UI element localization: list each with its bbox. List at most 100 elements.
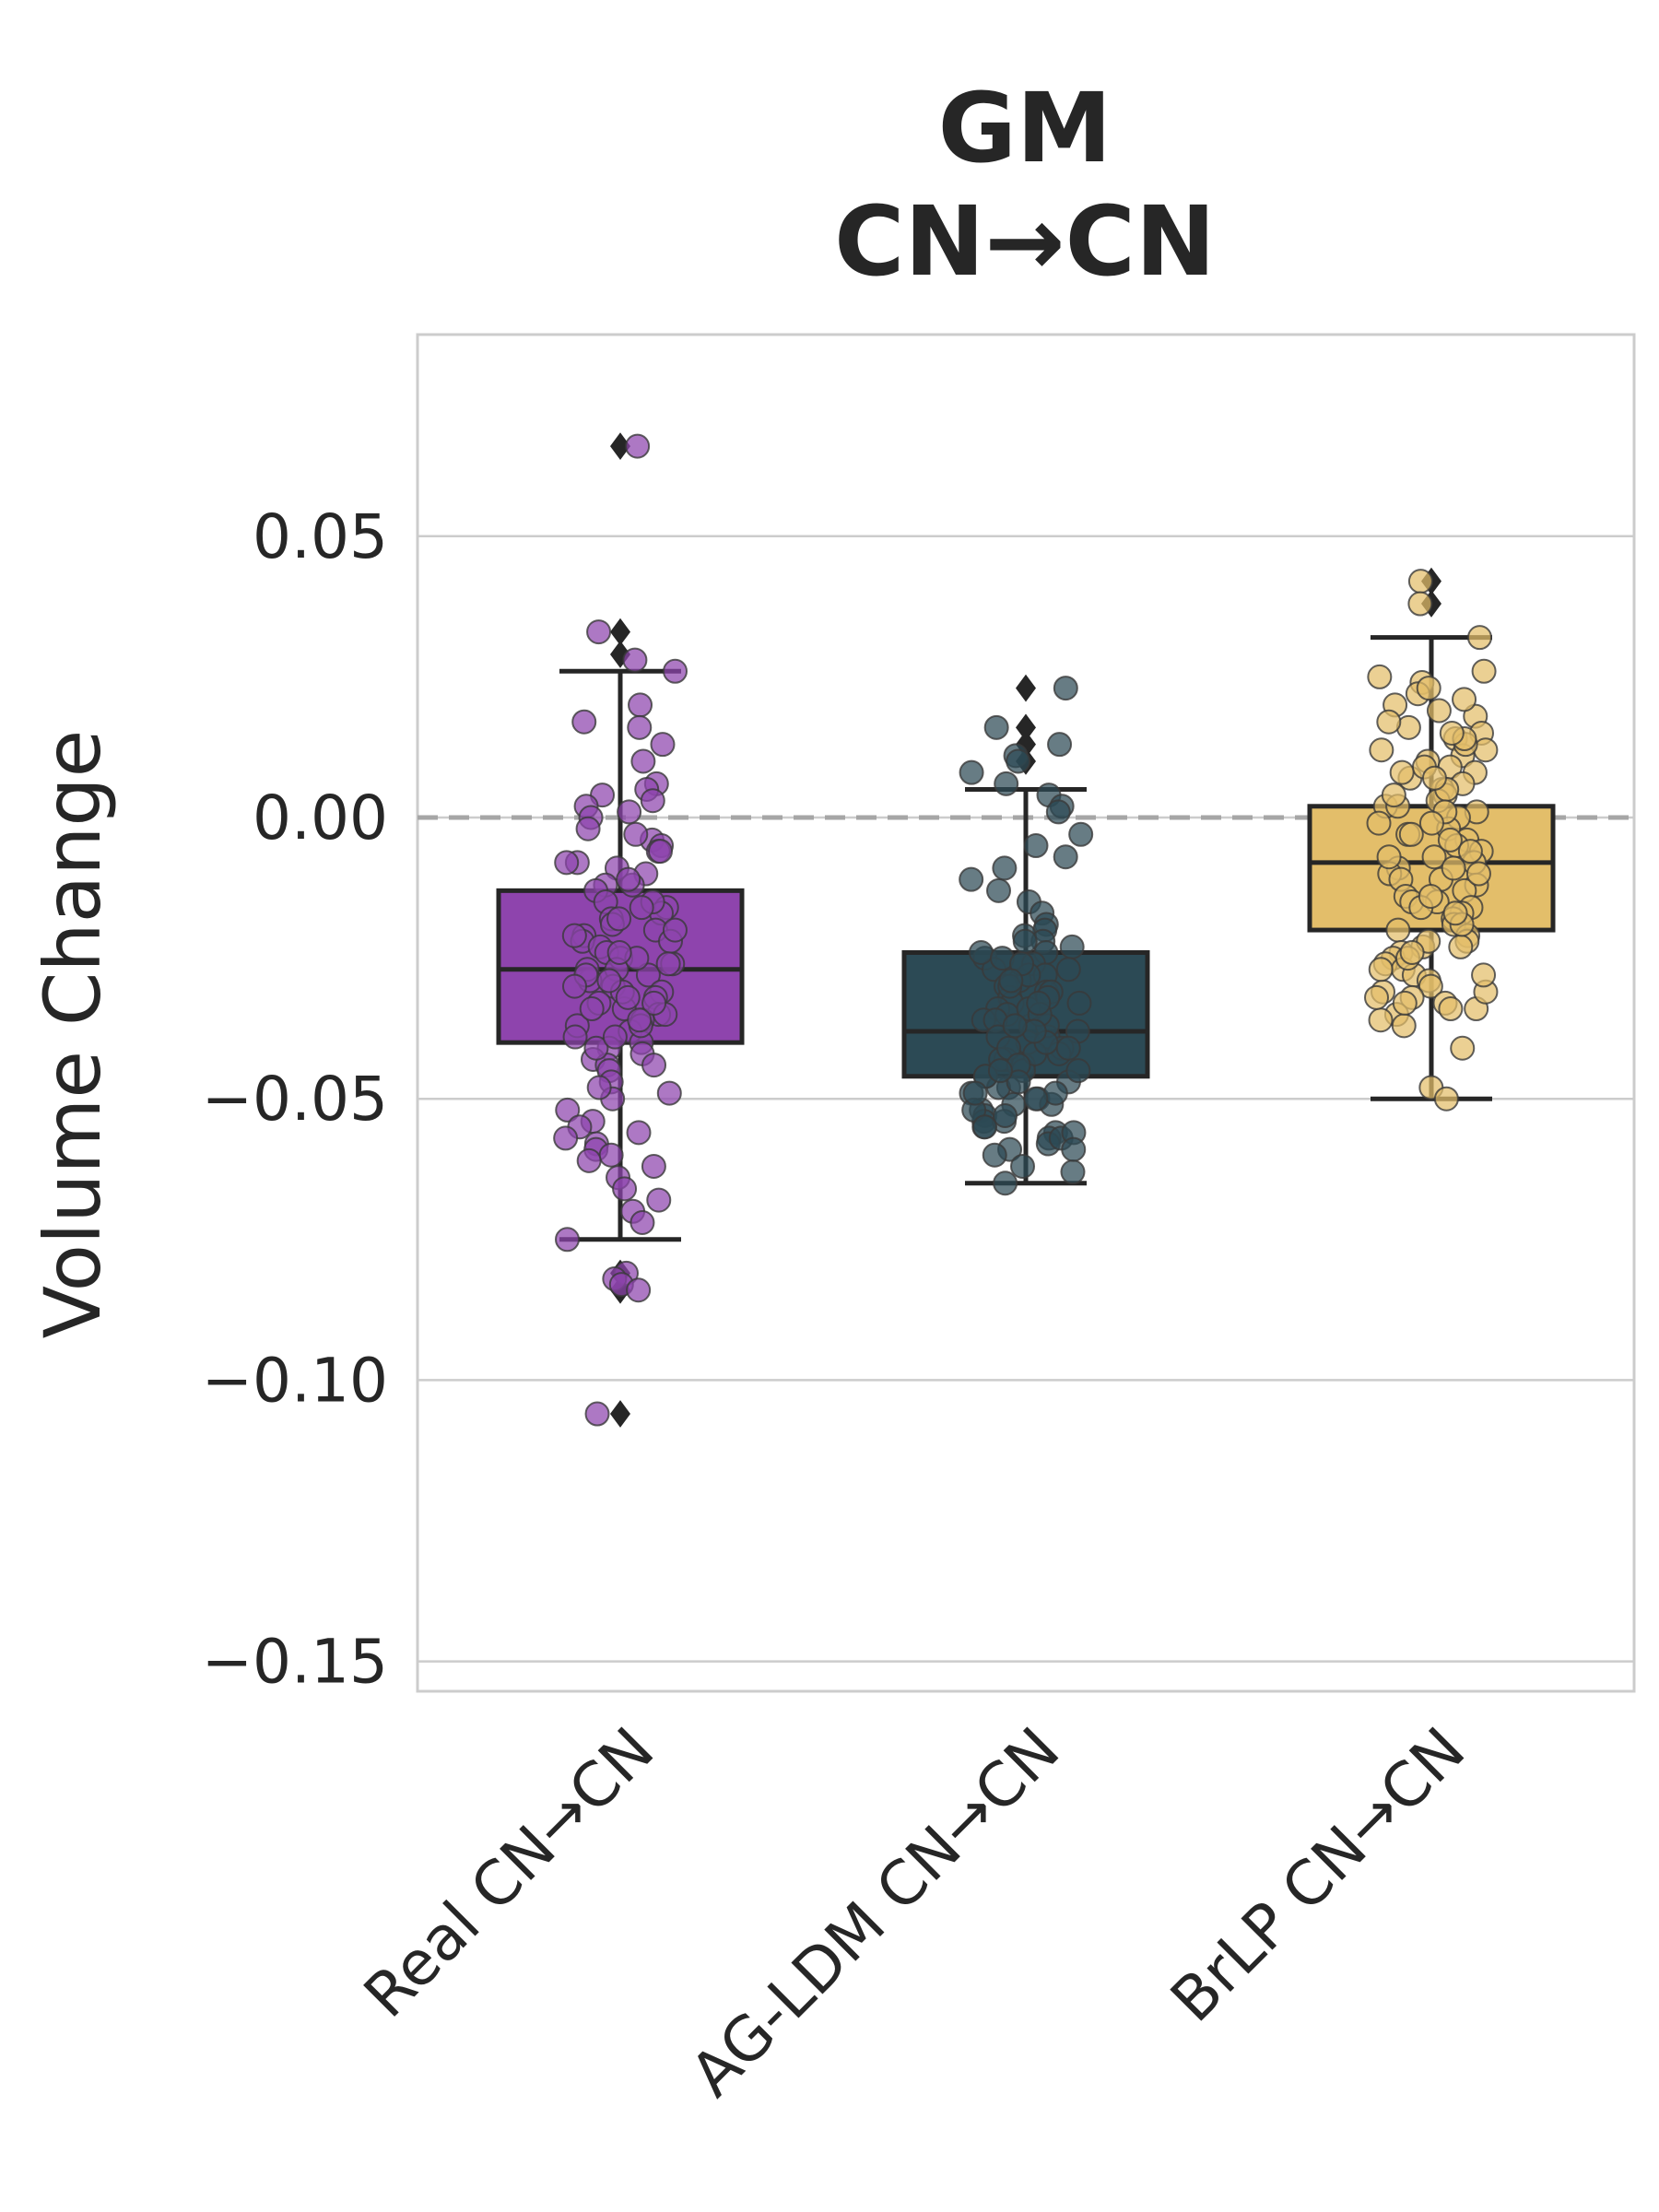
data-point [623, 821, 649, 847]
data-point [1466, 625, 1492, 651]
data-point [576, 1147, 602, 1173]
data-point [1055, 1035, 1081, 1061]
data-point [615, 984, 641, 1010]
data-point [1426, 698, 1452, 724]
box-group-3 [1307, 567, 1556, 1112]
data-point [1418, 810, 1444, 836]
data-point [554, 1227, 580, 1253]
outlier-marker [610, 432, 630, 460]
plot-area [416, 333, 1636, 1693]
data-point [1407, 591, 1433, 617]
data-point [629, 1209, 655, 1235]
data-point [1471, 658, 1497, 684]
data-point [1006, 748, 1031, 774]
data-point [555, 1097, 581, 1123]
box-group-1 [496, 432, 745, 1428]
outlier-marker [610, 1400, 630, 1428]
data-point [553, 1125, 579, 1151]
data-point [1066, 990, 1092, 1016]
y-tick-label: −0.15 [202, 1627, 388, 1698]
data-point [1368, 1007, 1394, 1033]
data-point [612, 1176, 638, 1202]
data-point [641, 990, 667, 1016]
y-tick-label: −0.05 [202, 1064, 388, 1135]
data-point [617, 799, 642, 825]
data-point [1023, 833, 1049, 859]
y-tick-label: −0.10 [202, 1345, 388, 1416]
data-point [1047, 732, 1073, 758]
data-point [630, 748, 656, 774]
data-point [616, 866, 641, 892]
data-point [622, 647, 648, 673]
data-point [1407, 569, 1433, 594]
data-point [626, 1277, 652, 1303]
data-point [561, 923, 587, 948]
data-point [586, 619, 612, 645]
outlier-marker [1016, 713, 1036, 742]
chart-title-line-2: CN→CN [834, 185, 1216, 298]
data-point [983, 714, 1009, 740]
data-point [1376, 844, 1402, 870]
data-point [1441, 855, 1466, 881]
box-group-2 [901, 674, 1150, 1196]
data-point [1418, 883, 1443, 909]
data-point [1416, 676, 1441, 701]
data-point [1053, 676, 1078, 701]
data-point [561, 973, 587, 999]
data-point [1457, 839, 1483, 865]
data-point [1368, 957, 1394, 982]
data-point [993, 1103, 1018, 1129]
data-point [655, 951, 681, 977]
data-point [1392, 990, 1418, 1016]
data-point [972, 1114, 998, 1140]
data-point [596, 968, 622, 994]
data-point [1437, 827, 1463, 853]
data-point [1366, 810, 1392, 836]
data-point [640, 788, 665, 814]
data-point [1439, 720, 1465, 746]
data-point [641, 1053, 667, 1078]
y-tick-label: 0.00 [253, 782, 388, 853]
data-point [1391, 1013, 1417, 1039]
data-point [1376, 709, 1402, 735]
data-point [968, 939, 994, 965]
data-point [1418, 973, 1443, 999]
data-point [986, 877, 1012, 903]
x-category-label: Real CN→CN [350, 1714, 667, 2031]
data-point [1026, 990, 1052, 1016]
data-point [627, 714, 653, 740]
data-point [647, 839, 673, 865]
data-point [962, 1080, 988, 1106]
data-point [994, 771, 1019, 796]
data-point [1012, 928, 1038, 954]
data-point [1369, 737, 1394, 763]
data-point [1471, 962, 1497, 988]
data-point [625, 433, 651, 459]
data-point [1045, 799, 1071, 825]
data-point [606, 906, 632, 932]
data-point [635, 962, 661, 988]
data-point [959, 866, 984, 892]
data-point [571, 709, 597, 735]
data-point [1010, 1153, 1036, 1179]
data-point [1002, 1013, 1028, 1039]
data-point [1438, 996, 1464, 1022]
data-point [650, 732, 676, 758]
data-point [993, 1171, 1018, 1196]
data-point [1398, 821, 1424, 847]
data-point [1385, 917, 1411, 943]
data-point [598, 1142, 624, 1168]
data-point [987, 1058, 1013, 1084]
data-point [1068, 821, 1094, 847]
data-point [1364, 984, 1390, 1010]
data-point [1065, 1058, 1091, 1084]
chart-title-line-1: GM [938, 72, 1112, 184]
data-point [646, 1187, 672, 1213]
data-point [982, 1142, 1007, 1168]
data-point [959, 759, 984, 785]
outlier-marker [610, 618, 630, 646]
data-point [606, 939, 632, 965]
data-point [1452, 687, 1477, 712]
data-point [1059, 934, 1085, 959]
x-category-label: BrLP CN→CN [1158, 1714, 1479, 2036]
